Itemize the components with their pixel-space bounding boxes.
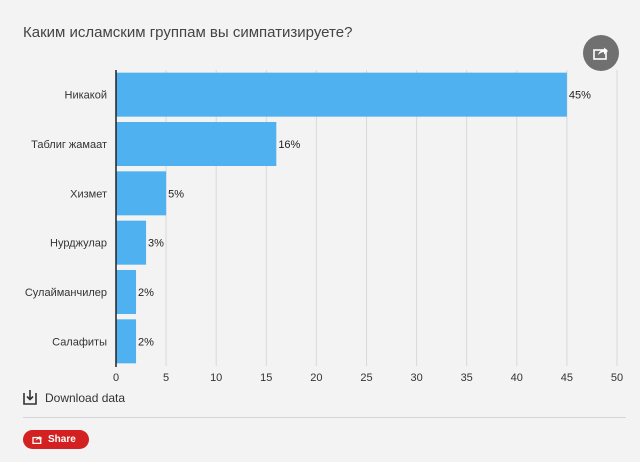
x-tick-label: 45 xyxy=(561,372,573,384)
x-tick-label: 0 xyxy=(113,372,119,384)
bar-chart: 0 5 10 15 20 25 30 35 40 45 50 Никакой 45% Таблиг жам… xyxy=(25,70,623,384)
bar xyxy=(116,220,147,265)
divider xyxy=(23,417,626,418)
bar xyxy=(116,171,167,216)
share-export-button[interactable] xyxy=(583,35,619,71)
share-button[interactable]: Share xyxy=(23,430,89,449)
category-label: Хизмет xyxy=(70,188,107,200)
x-tick-label: 30 xyxy=(410,372,422,384)
value-label: 16% xyxy=(278,139,300,151)
download-icon xyxy=(23,390,37,405)
bar xyxy=(116,270,137,314)
value-label: 3% xyxy=(148,238,164,250)
category-label: Сулайманчилер xyxy=(25,287,107,299)
category-label: Таблиг жамаат xyxy=(31,139,107,151)
x-tick-label: 10 xyxy=(210,372,222,384)
value-label: 2% xyxy=(138,336,154,348)
x-tick-label: 40 xyxy=(511,372,523,384)
download-data-link[interactable]: Download data xyxy=(23,390,125,405)
x-tick-label: 25 xyxy=(360,372,372,384)
bar xyxy=(116,122,277,166)
chart-title: Каким исламским группам вы симпатизирует… xyxy=(23,24,353,41)
x-tick-label: 50 xyxy=(611,372,623,384)
bar xyxy=(116,319,137,364)
x-tick-label: 35 xyxy=(461,372,473,384)
value-label: 45% xyxy=(569,90,591,102)
download-label: Download data xyxy=(45,390,126,405)
share-label: Share xyxy=(48,434,76,445)
x-tick-label: 15 xyxy=(260,372,272,384)
x-tick-label: 20 xyxy=(310,372,322,384)
bar xyxy=(116,72,567,117)
share-icon xyxy=(593,47,608,60)
category-label: Никакой xyxy=(65,90,107,102)
category-label: Нурджулар xyxy=(50,238,107,250)
x-tick-label: 5 xyxy=(163,372,169,384)
value-label: 2% xyxy=(138,287,154,299)
category-label: Салафиты xyxy=(52,336,107,348)
value-label: 5% xyxy=(168,188,184,200)
share-icon xyxy=(32,435,42,444)
